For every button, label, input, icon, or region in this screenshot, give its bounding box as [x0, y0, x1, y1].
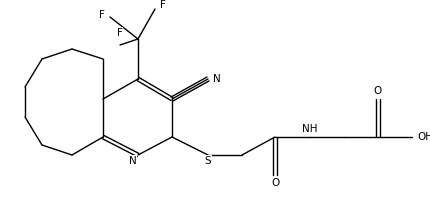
Text: F: F — [160, 0, 166, 10]
Text: N: N — [212, 74, 220, 84]
Text: NH: NH — [301, 125, 317, 135]
Text: OH: OH — [416, 132, 430, 142]
Text: O: O — [270, 178, 279, 188]
Text: O: O — [373, 86, 381, 96]
Text: S: S — [204, 156, 211, 166]
Text: F: F — [117, 28, 123, 38]
Text: F: F — [99, 10, 104, 20]
Text: N: N — [128, 156, 136, 166]
